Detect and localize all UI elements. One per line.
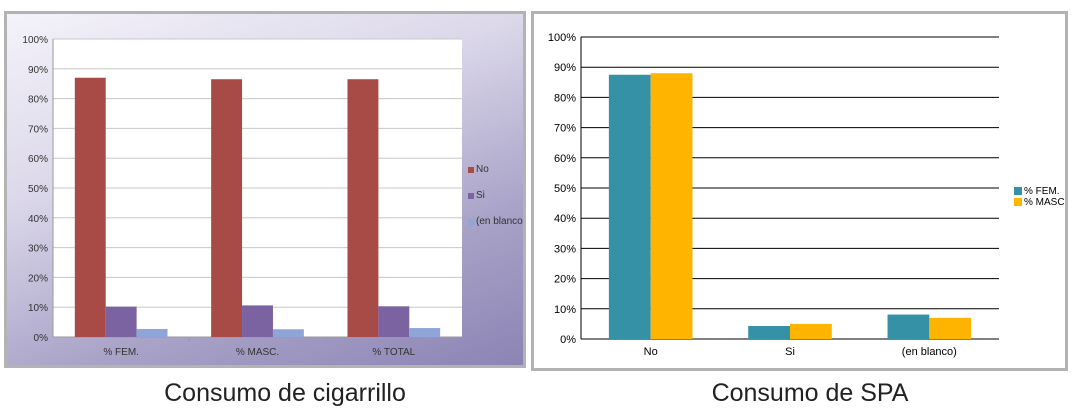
bar bbox=[409, 328, 441, 337]
bar bbox=[748, 326, 790, 339]
y-tick-label: 50% bbox=[28, 184, 48, 195]
x-tick-label: (en blanco) bbox=[902, 346, 957, 358]
y-tick-label: 80% bbox=[28, 95, 48, 106]
y-tick-label: 30% bbox=[554, 243, 576, 255]
y-tick-label: 40% bbox=[554, 213, 576, 225]
bar bbox=[790, 323, 832, 339]
x-tick-label: % FEM. bbox=[103, 347, 139, 358]
legend-swatch bbox=[468, 219, 474, 225]
y-tick-label: 90% bbox=[28, 65, 48, 76]
bar bbox=[650, 73, 693, 340]
bar bbox=[136, 328, 168, 337]
x-tick-label: % TOTAL bbox=[372, 347, 415, 358]
y-tick-label: 0% bbox=[560, 334, 576, 346]
legend-label: % MASC. bbox=[1024, 197, 1065, 208]
bar bbox=[242, 305, 273, 337]
bar bbox=[74, 77, 106, 338]
y-tick-label: 40% bbox=[28, 214, 48, 225]
y-tick-label: 100% bbox=[22, 35, 48, 46]
bar bbox=[378, 306, 410, 337]
y-tick-label: 60% bbox=[28, 154, 48, 165]
legend-swatch bbox=[1014, 198, 1022, 206]
x-tick-label: Si bbox=[785, 346, 795, 358]
legend-swatch bbox=[468, 167, 474, 173]
y-tick-label: 90% bbox=[554, 62, 576, 74]
legend-label: (en blanco) bbox=[476, 216, 523, 227]
legend-label: No bbox=[476, 164, 489, 175]
bar bbox=[211, 79, 243, 337]
caption-cigarrillo: Consumo de cigarrillo bbox=[164, 379, 406, 407]
bar bbox=[105, 306, 137, 337]
bar bbox=[272, 329, 304, 337]
y-tick-label: 30% bbox=[28, 244, 48, 255]
legend-label: Si bbox=[476, 190, 485, 201]
legend-swatch bbox=[468, 193, 474, 199]
y-tick-label: 10% bbox=[28, 303, 48, 314]
y-tick-label: 100% bbox=[548, 32, 576, 44]
chart-cigarrillo-svg: 0% 10% 20% 30% 40% 50% 60% 70% 80% 90% 100% % FEM.%… bbox=[22, 35, 523, 358]
chart-panel-cigarrillo: 0% 10% 20% 30% 40% 50% 60% 70% 80% 90% 100% % FEM.%… bbox=[4, 11, 526, 368]
y-tick-label: 80% bbox=[554, 92, 576, 104]
x-tick-label: No bbox=[644, 346, 658, 358]
chart-spa-svg: 0% 10% 20% 30% 40% 50% 60% 70% 80% 90% 100% No Si (en… bbox=[548, 32, 1065, 358]
bar bbox=[929, 317, 972, 339]
chart-panel-spa: 0% 10% 20% 30% 40% 50% 60% 70% 80% 90% 100% No Si (en… bbox=[531, 11, 1068, 371]
y-tick-label: 60% bbox=[554, 153, 576, 165]
y-tick-label: 70% bbox=[28, 124, 48, 135]
y-tick-label: 20% bbox=[28, 273, 48, 284]
y-tick-label: 70% bbox=[554, 123, 576, 135]
y-tick-label: 50% bbox=[554, 183, 576, 195]
legend-label: % FEM. bbox=[1024, 186, 1060, 197]
y-tick-label: 20% bbox=[554, 274, 576, 286]
bar bbox=[347, 79, 379, 337]
x-tick-label: % MASC. bbox=[236, 347, 279, 358]
legend-swatch bbox=[1014, 187, 1022, 195]
bar bbox=[608, 74, 651, 339]
y-tick-label: 10% bbox=[554, 304, 576, 316]
y-tick-label: 0% bbox=[34, 333, 49, 344]
caption-spa: Consumo de SPA bbox=[711, 379, 909, 407]
bar bbox=[887, 314, 930, 339]
